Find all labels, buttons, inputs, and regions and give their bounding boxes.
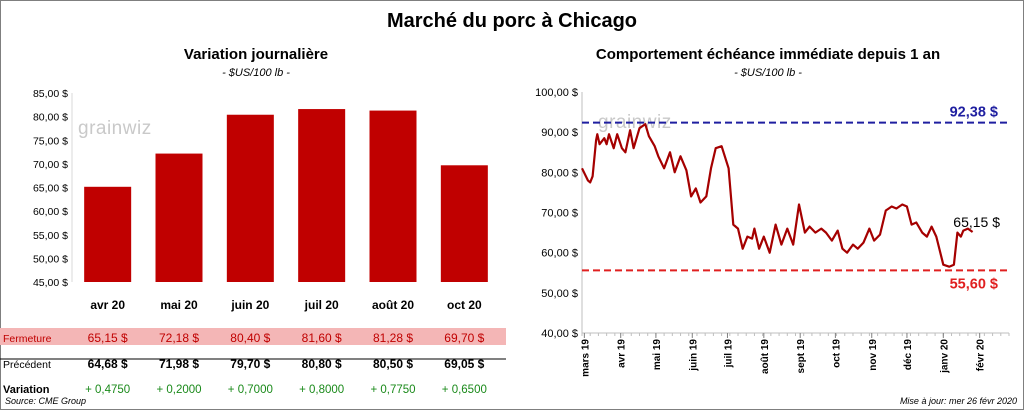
bar-chart: 45,00 $ 50,00 $ 55,00 $ 60,00 $ 65,00 $ 70,00… xyxy=(0,88,506,396)
bar-2 xyxy=(155,153,203,282)
price-series-line xyxy=(581,122,974,268)
low-label: 55,60 $ xyxy=(950,276,998,292)
x-tick-label: juin 19 xyxy=(688,339,699,372)
x-tick-label: mai 20 xyxy=(160,298,198,312)
y-tick-label: 70,00 $ xyxy=(541,208,578,220)
table-cell: 81,60 $ xyxy=(302,331,342,345)
table-cell: + 0,6500 xyxy=(442,384,487,396)
table-cell: + 0,4750 xyxy=(85,384,130,396)
table-cell: 64,68 $ xyxy=(88,357,128,371)
y-tick-label: 80,00 $ xyxy=(33,112,68,124)
x-tick-label: janv 20 xyxy=(939,339,950,374)
table-cell: 69,70 $ xyxy=(444,331,484,345)
y-tick-label: 80,00 $ xyxy=(541,167,578,179)
x-tick-label: nov 19 xyxy=(868,339,879,371)
table-row-label: Précédent xyxy=(3,359,51,371)
bar-4 xyxy=(298,109,346,282)
y-tick-label: 50,00 $ xyxy=(541,288,578,300)
bar-5 xyxy=(369,110,417,282)
bar-1 xyxy=(84,186,132,282)
x-tick-label: juil 19 xyxy=(723,339,734,369)
line-chart: 40,00 $ 50,00 $ 60,00 $ 70,00 $ 80,00 $ 90,00… xyxy=(535,87,1010,377)
left-chart-title: Variation journalière xyxy=(183,46,329,63)
table-cell: 81,28 $ xyxy=(373,331,413,345)
table-cell: + 0,8000 xyxy=(299,384,344,396)
table-cell: 65,15 $ xyxy=(88,331,128,345)
y-tick-label: 45,00 $ xyxy=(33,277,68,289)
table-cell: 71,98 $ xyxy=(159,357,199,371)
source-note: Source: CME Group xyxy=(5,396,87,406)
right-chart-title: Comportement échéance immédiate depuis 1… xyxy=(595,46,941,63)
y-tick-label: 100,00 $ xyxy=(535,87,578,99)
x-tick-label: déc 19 xyxy=(903,339,914,371)
y-tick-label: 70,00 $ xyxy=(33,159,68,171)
x-tick-label: août 19 xyxy=(760,339,771,374)
bar-3 xyxy=(226,114,274,282)
page-title: Marché du porc à Chicago xyxy=(386,10,638,32)
table-cell: + 0,2000 xyxy=(156,384,201,396)
table-cell: 79,70 $ xyxy=(230,357,270,371)
x-tick-label: oct 19 xyxy=(831,339,842,368)
y-tick-label: 85,00 $ xyxy=(33,88,68,100)
y-tick-label: 60,00 $ xyxy=(33,206,68,218)
table-cell: 69,05 $ xyxy=(444,357,484,371)
x-tick-label: avr 19 xyxy=(617,339,628,368)
table-cell: 72,18 $ xyxy=(159,331,199,345)
x-tick-label: oct 20 xyxy=(447,298,482,312)
brand-watermark-right: grainwiz xyxy=(598,112,672,133)
x-tick-label: sept 19 xyxy=(796,339,807,374)
brand-watermark-left: grainwiz xyxy=(78,118,152,139)
x-tick-label: mai 19 xyxy=(652,339,663,371)
left-chart-unit: - $US/100 lb - xyxy=(222,67,290,79)
y-tick-label: 75,00 $ xyxy=(33,135,68,147)
last-value-label: 65,15 $ xyxy=(953,214,1000,230)
table-cell: 80,40 $ xyxy=(230,331,270,345)
table-cell: + 0,7000 xyxy=(228,384,273,396)
y-tick-label: 60,00 $ xyxy=(541,248,578,260)
y-tick-label: 55,00 $ xyxy=(33,230,68,242)
x-tick-label: août 20 xyxy=(372,298,414,312)
x-tick-label: avr 20 xyxy=(90,298,125,312)
update-note: Mise à jour: mer 26 févr 2020 xyxy=(899,396,1017,406)
bar-6 xyxy=(440,165,488,282)
y-tick-label: 50,00 $ xyxy=(33,253,68,265)
table-row-label: Fermeture xyxy=(3,333,52,345)
table-row-label: Variation xyxy=(3,384,50,396)
y-tick-label: 40,00 $ xyxy=(541,328,578,340)
y-tick-label: 65,00 $ xyxy=(33,183,68,195)
table-cell: 80,50 $ xyxy=(373,357,413,371)
x-tick-label: févr 20 xyxy=(976,339,987,372)
table-cell: 80,80 $ xyxy=(302,357,342,371)
y-tick-label: 90,00 $ xyxy=(541,127,578,139)
x-tick-label: juil 20 xyxy=(304,298,339,312)
right-chart-unit: - $US/100 lb - xyxy=(734,67,802,79)
high-label: 92,38 $ xyxy=(950,105,998,121)
table-cell: + 0,7750 xyxy=(370,384,415,396)
x-tick-label: mars 19 xyxy=(580,339,591,377)
close-row-band xyxy=(0,328,506,345)
x-tick-label: juin 20 xyxy=(230,298,269,312)
